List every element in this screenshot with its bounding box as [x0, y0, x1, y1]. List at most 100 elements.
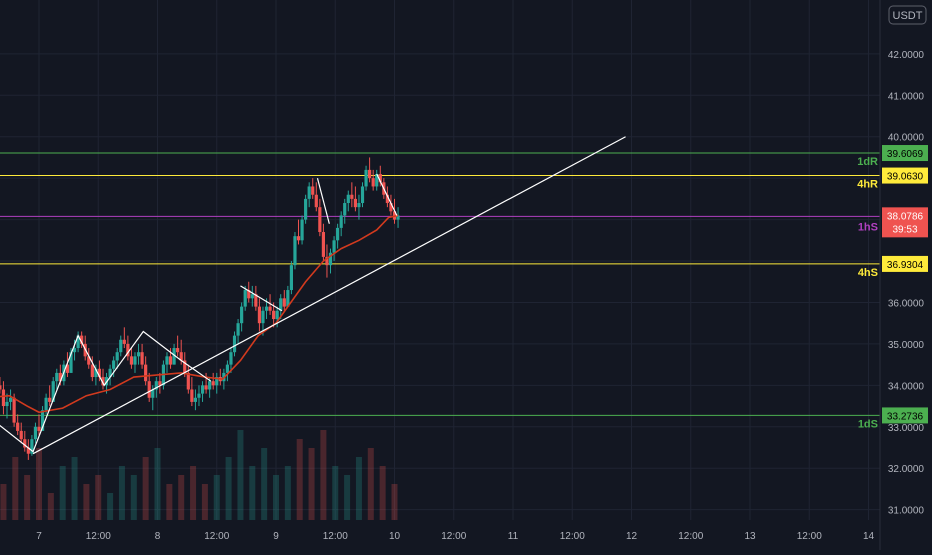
- candle-body[interactable]: [385, 194, 389, 204]
- candle-body[interactable]: [8, 397, 13, 402]
- candle-body[interactable]: [172, 348, 176, 365]
- candle-body[interactable]: [264, 306, 269, 311]
- candle-body[interactable]: [193, 397, 198, 402]
- candle-body[interactable]: [176, 348, 180, 353]
- candle-body[interactable]: [12, 397, 16, 423]
- candle-body[interactable]: [272, 310, 276, 320]
- candle-body[interactable]: [353, 198, 357, 208]
- candle-body[interactable]: [311, 186, 315, 195]
- candle-body[interactable]: [190, 389, 194, 402]
- candle-body[interactable]: [58, 372, 62, 382]
- candle-body[interactable]: [268, 306, 272, 311]
- candle-body[interactable]: [197, 393, 201, 398]
- candle-body[interactable]: [232, 335, 237, 353]
- candle-body[interactable]: [122, 339, 126, 344]
- candle-body[interactable]: [247, 290, 251, 299]
- candle-body[interactable]: [204, 385, 208, 390]
- candle-body[interactable]: [211, 381, 215, 386]
- candle-body[interactable]: [44, 397, 48, 411]
- candle-body[interactable]: [225, 364, 230, 373]
- candle-body[interactable]: [282, 298, 286, 307]
- candle-body[interactable]: [357, 203, 361, 208]
- candle-body[interactable]: [26, 447, 30, 454]
- currency-badge[interactable]: USDT: [888, 5, 927, 25]
- candle-body[interactable]: [375, 174, 379, 187]
- candle-body[interactable]: [129, 356, 134, 365]
- candle-body[interactable]: [94, 368, 98, 378]
- candle-body[interactable]: [261, 310, 265, 324]
- candle-body[interactable]: [304, 198, 308, 220]
- candle-body[interactable]: [23, 439, 27, 448]
- candle-body[interactable]: [318, 207, 322, 233]
- candle-body[interactable]: [179, 352, 183, 361]
- candle-body[interactable]: [289, 265, 294, 291]
- candle-body[interactable]: [72, 348, 77, 353]
- candle-body[interactable]: [378, 174, 382, 183]
- trendline[interactable]: [376, 173, 398, 216]
- trendline[interactable]: [240, 285, 283, 312]
- trendline[interactable]: [32, 136, 626, 455]
- candle-body[interactable]: [293, 236, 297, 266]
- trendline[interactable]: [316, 178, 330, 224]
- candle-body[interactable]: [154, 381, 158, 390]
- candle-body[interactable]: [30, 439, 34, 454]
- candle-body[interactable]: [76, 335, 80, 349]
- candle-body[interactable]: [186, 372, 190, 390]
- candle-body[interactable]: [16, 422, 20, 431]
- candle-body[interactable]: [80, 335, 84, 344]
- candle-body[interactable]: [360, 186, 365, 204]
- candle-body[interactable]: [126, 343, 130, 357]
- candle-body[interactable]: [343, 203, 347, 216]
- candle-body[interactable]: [236, 323, 240, 336]
- candle-body[interactable]: [144, 364, 148, 382]
- candle-body[interactable]: [346, 194, 350, 204]
- candle-body[interactable]: [371, 178, 375, 187]
- candle-body[interactable]: [296, 236, 301, 241]
- candle-body[interactable]: [69, 352, 73, 373]
- candle-body[interactable]: [48, 397, 52, 402]
- candle-body[interactable]: [208, 381, 212, 390]
- candle-body[interactable]: [229, 352, 233, 365]
- candle-body[interactable]: [19, 430, 23, 440]
- candle-body[interactable]: [257, 306, 262, 324]
- candle-body[interactable]: [37, 426, 41, 431]
- candle-body[interactable]: [243, 290, 247, 307]
- candle-body[interactable]: [168, 356, 173, 365]
- candle-body[interactable]: [151, 389, 155, 398]
- candle-body[interactable]: [240, 306, 244, 324]
- candle-body[interactable]: [65, 364, 70, 373]
- candle-body[interactable]: [147, 381, 151, 398]
- candle-body[interactable]: [119, 339, 123, 353]
- candle-body[interactable]: [158, 381, 162, 386]
- candle-body[interactable]: [307, 186, 311, 199]
- candle-body[interactable]: [396, 215, 400, 220]
- candle-body[interactable]: [136, 352, 141, 357]
- candle-body[interactable]: [5, 401, 9, 407]
- candle-body[interactable]: [300, 219, 304, 241]
- candle-body[interactable]: [51, 381, 55, 402]
- candle-body[interactable]: [215, 377, 219, 386]
- candle-body[interactable]: [364, 169, 368, 187]
- candle-body[interactable]: [115, 352, 119, 361]
- candle-body[interactable]: [254, 294, 258, 307]
- candle-body[interactable]: [1, 389, 6, 407]
- candle-body[interactable]: [350, 194, 354, 199]
- candle-body[interactable]: [275, 310, 279, 320]
- candle-body[interactable]: [165, 356, 169, 365]
- candle-body[interactable]: [339, 215, 343, 228]
- candle-body[interactable]: [368, 169, 372, 179]
- candle-body[interactable]: [321, 232, 325, 257]
- candle-body[interactable]: [336, 227, 340, 241]
- candle-body[interactable]: [183, 360, 187, 373]
- candle-body[interactable]: [112, 360, 116, 369]
- trendline[interactable]: [0, 330, 212, 453]
- candle-body[interactable]: [140, 352, 144, 365]
- candle-body[interactable]: [133, 356, 137, 365]
- candle-body[interactable]: [40, 410, 45, 431]
- time-axis[interactable]: 7 12:00 8 12:00 9 12:00 10 12:00 11 12:00 12 12:00 1…: [36, 531, 874, 542]
- trendlines[interactable]: [0, 136, 626, 455]
- candle-body[interactable]: [332, 240, 336, 253]
- candle-body[interactable]: [250, 294, 254, 299]
- candle-body[interactable]: [279, 298, 283, 311]
